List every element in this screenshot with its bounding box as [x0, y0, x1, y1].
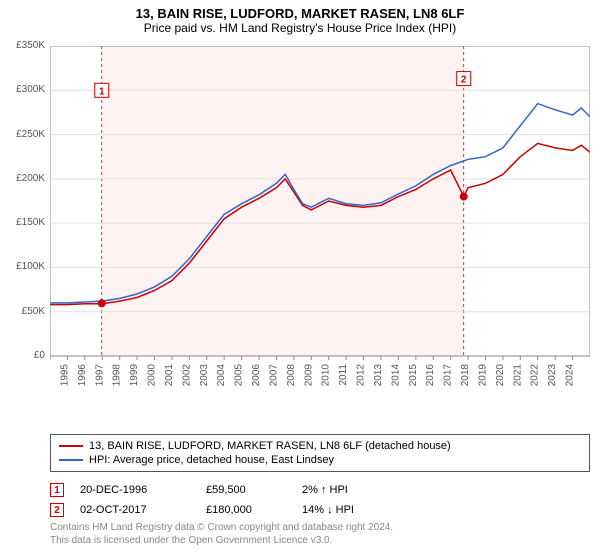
x-tick-label: 2005	[234, 364, 245, 387]
legend-box: 13, BAIN RISE, LUDFORD, MARKET RASEN, LN…	[50, 434, 590, 472]
x-tick-label: 1997	[94, 364, 105, 387]
legend-item: 13, BAIN RISE, LUDFORD, MARKET RASEN, LN…	[59, 439, 581, 453]
x-tick-label: 2001	[164, 364, 175, 387]
x-tick-label: 1998	[112, 364, 123, 387]
x-tick-label: 2007	[268, 364, 279, 387]
y-tick-label: £350K	[0, 40, 45, 51]
x-tick-label: 2003	[199, 364, 210, 387]
x-tick-label: 2014	[390, 364, 401, 387]
x-tick-label: 2022	[530, 364, 541, 387]
sale-badge: 1	[50, 483, 64, 497]
x-tick-label: 2019	[477, 364, 488, 387]
legend-label: 13, BAIN RISE, LUDFORD, MARKET RASEN, LN…	[89, 440, 451, 452]
y-tick-label: £50K	[0, 306, 45, 317]
legend-item: HPI: Average price, detached house, East…	[59, 453, 581, 467]
x-tick-label: 2011	[338, 364, 349, 386]
attribution-footer: Contains HM Land Registry data © Crown c…	[50, 522, 590, 547]
chart-subtitle: Price paid vs. HM Land Registry's House …	[0, 21, 600, 39]
y-tick-label: £0	[0, 350, 45, 361]
footer-line-1: Contains HM Land Registry data © Crown c…	[50, 522, 590, 535]
y-tick-label: £300K	[0, 84, 45, 95]
x-tick-label: 2004	[216, 364, 227, 387]
legend-swatch	[59, 445, 83, 447]
x-tick-label: 2015	[408, 364, 419, 387]
sale-diff: 14% ↓ HPI	[302, 504, 412, 516]
x-tick-label: 2010	[321, 364, 332, 387]
y-tick-label: £250K	[0, 129, 45, 140]
sale-date: 20-DEC-1996	[80, 484, 190, 496]
legend-label: HPI: Average price, detached house, East…	[89, 454, 334, 466]
sale-badge: 2	[50, 503, 64, 517]
x-tick-label: 2016	[425, 364, 436, 387]
x-tick-label: 2024	[565, 364, 576, 387]
y-tick-label: £100K	[0, 261, 45, 272]
footer-line-2: This data is licensed under the Open Gov…	[50, 535, 590, 548]
sale-price: £180,000	[206, 504, 286, 516]
sale-row: 2 02-OCT-2017 £180,000 14% ↓ HPI	[50, 500, 590, 520]
x-tick-label: 2009	[303, 364, 314, 387]
x-tick-label: 1994	[50, 364, 53, 387]
x-tick-label: 2006	[251, 364, 262, 387]
y-tick-label: £150K	[0, 217, 45, 228]
svg-text:2: 2	[461, 75, 467, 86]
legend-swatch	[59, 459, 83, 461]
x-tick-label: 1999	[129, 364, 140, 387]
x-tick-label: 1996	[77, 364, 88, 387]
sale-date: 02-OCT-2017	[80, 504, 190, 516]
y-tick-label: £200K	[0, 173, 45, 184]
sale-row: 1 20-DEC-1996 £59,500 2% ↑ HPI	[50, 480, 590, 500]
svg-text:1: 1	[99, 86, 105, 97]
x-tick-label: 2012	[356, 364, 367, 387]
x-tick-label: 2002	[181, 364, 192, 387]
x-tick-label: 2023	[547, 364, 558, 387]
sale-diff: 2% ↑ HPI	[302, 484, 412, 496]
chart-title: 13, BAIN RISE, LUDFORD, MARKET RASEN, LN…	[0, 0, 600, 21]
x-tick-label: 2008	[286, 364, 297, 387]
x-tick-label: 2018	[460, 364, 471, 387]
chart: 1 2 1994 1995 1996 1997 1998 1999 2000 2001 2002 20…	[50, 46, 590, 396]
chart-svg: 1 2 1994 1995 1996 1997 1998 1999 2000 2001 2002 20…	[50, 46, 590, 396]
x-tick-label: 2017	[443, 364, 454, 387]
x-tick-label: 2000	[147, 364, 158, 387]
sales-table: 1 20-DEC-1996 £59,500 2% ↑ HPI 2 02-OCT-2017 £…	[50, 480, 590, 520]
x-tick-label: 2021	[512, 364, 523, 387]
sale-price: £59,500	[206, 484, 286, 496]
x-tick-label: 2013	[373, 364, 384, 387]
x-tick-label: 2020	[495, 364, 506, 387]
x-tick-label: 1995	[59, 364, 70, 387]
